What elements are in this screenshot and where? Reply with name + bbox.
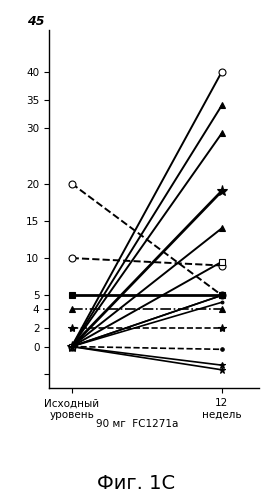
Text: 45: 45	[27, 15, 45, 28]
Text: Фиг. 1С: Фиг. 1С	[97, 474, 176, 493]
Text: 90 мг  FC1271a: 90 мг FC1271a	[96, 419, 179, 429]
